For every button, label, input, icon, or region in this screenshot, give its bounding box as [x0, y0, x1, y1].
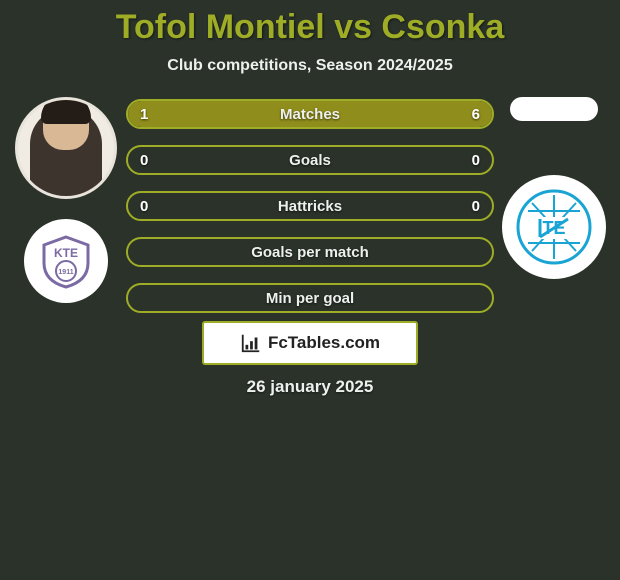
left-club-badge: KTE 1911: [24, 219, 108, 303]
stat-row: 0 0 Hattricks: [126, 191, 494, 221]
shield-icon: KTE 1911: [38, 233, 94, 289]
stat-fill-left: [128, 101, 179, 127]
club-year: 1911: [58, 269, 73, 276]
stat-label: Matches: [280, 106, 340, 123]
chart-icon: [240, 332, 262, 354]
club-text: KTE: [54, 246, 78, 260]
stat-label: Goals: [289, 152, 331, 169]
stat-label: Hattricks: [278, 198, 342, 215]
stat-value-left: 0: [140, 152, 148, 169]
player-silhouette-icon: [30, 108, 102, 196]
stat-row: 1 6 Matches: [126, 99, 494, 129]
left-side: KTE 1911: [6, 93, 126, 303]
stat-value-right: 0: [472, 152, 480, 169]
stat-row: Min per goal: [126, 283, 494, 313]
right-player-placeholder: [510, 97, 598, 121]
left-player-photo: [15, 97, 117, 199]
stats-column: 1 6 Matches 0 0 Goals 0 0 Hattricks Goals per mat…: [126, 93, 494, 313]
stat-label: Goals per match: [251, 244, 369, 261]
stat-value-right: 0: [472, 198, 480, 215]
right-side: TE: [494, 93, 614, 279]
stat-row: 0 0 Goals: [126, 145, 494, 175]
source-label: FcTables.com: [268, 333, 380, 353]
page-subtitle: Club competitions, Season 2024/2025: [0, 57, 620, 75]
date-label: 26 january 2025: [0, 377, 620, 397]
comparison-layout: KTE 1911 1 6 Matches 0 0 Goals 0 0 Hattricks Goal…: [0, 93, 620, 313]
source-badge: FcTables.com: [202, 321, 418, 365]
stat-value-left: 0: [140, 198, 148, 215]
stat-label: Min per goal: [266, 290, 354, 307]
stat-row: Goals per match: [126, 237, 494, 267]
right-club-badge: TE: [502, 175, 606, 279]
stat-value-left: 1: [140, 106, 148, 123]
stat-value-right: 6: [472, 106, 480, 123]
page-title: Tofol Montiel vs Csonka: [0, 0, 620, 47]
